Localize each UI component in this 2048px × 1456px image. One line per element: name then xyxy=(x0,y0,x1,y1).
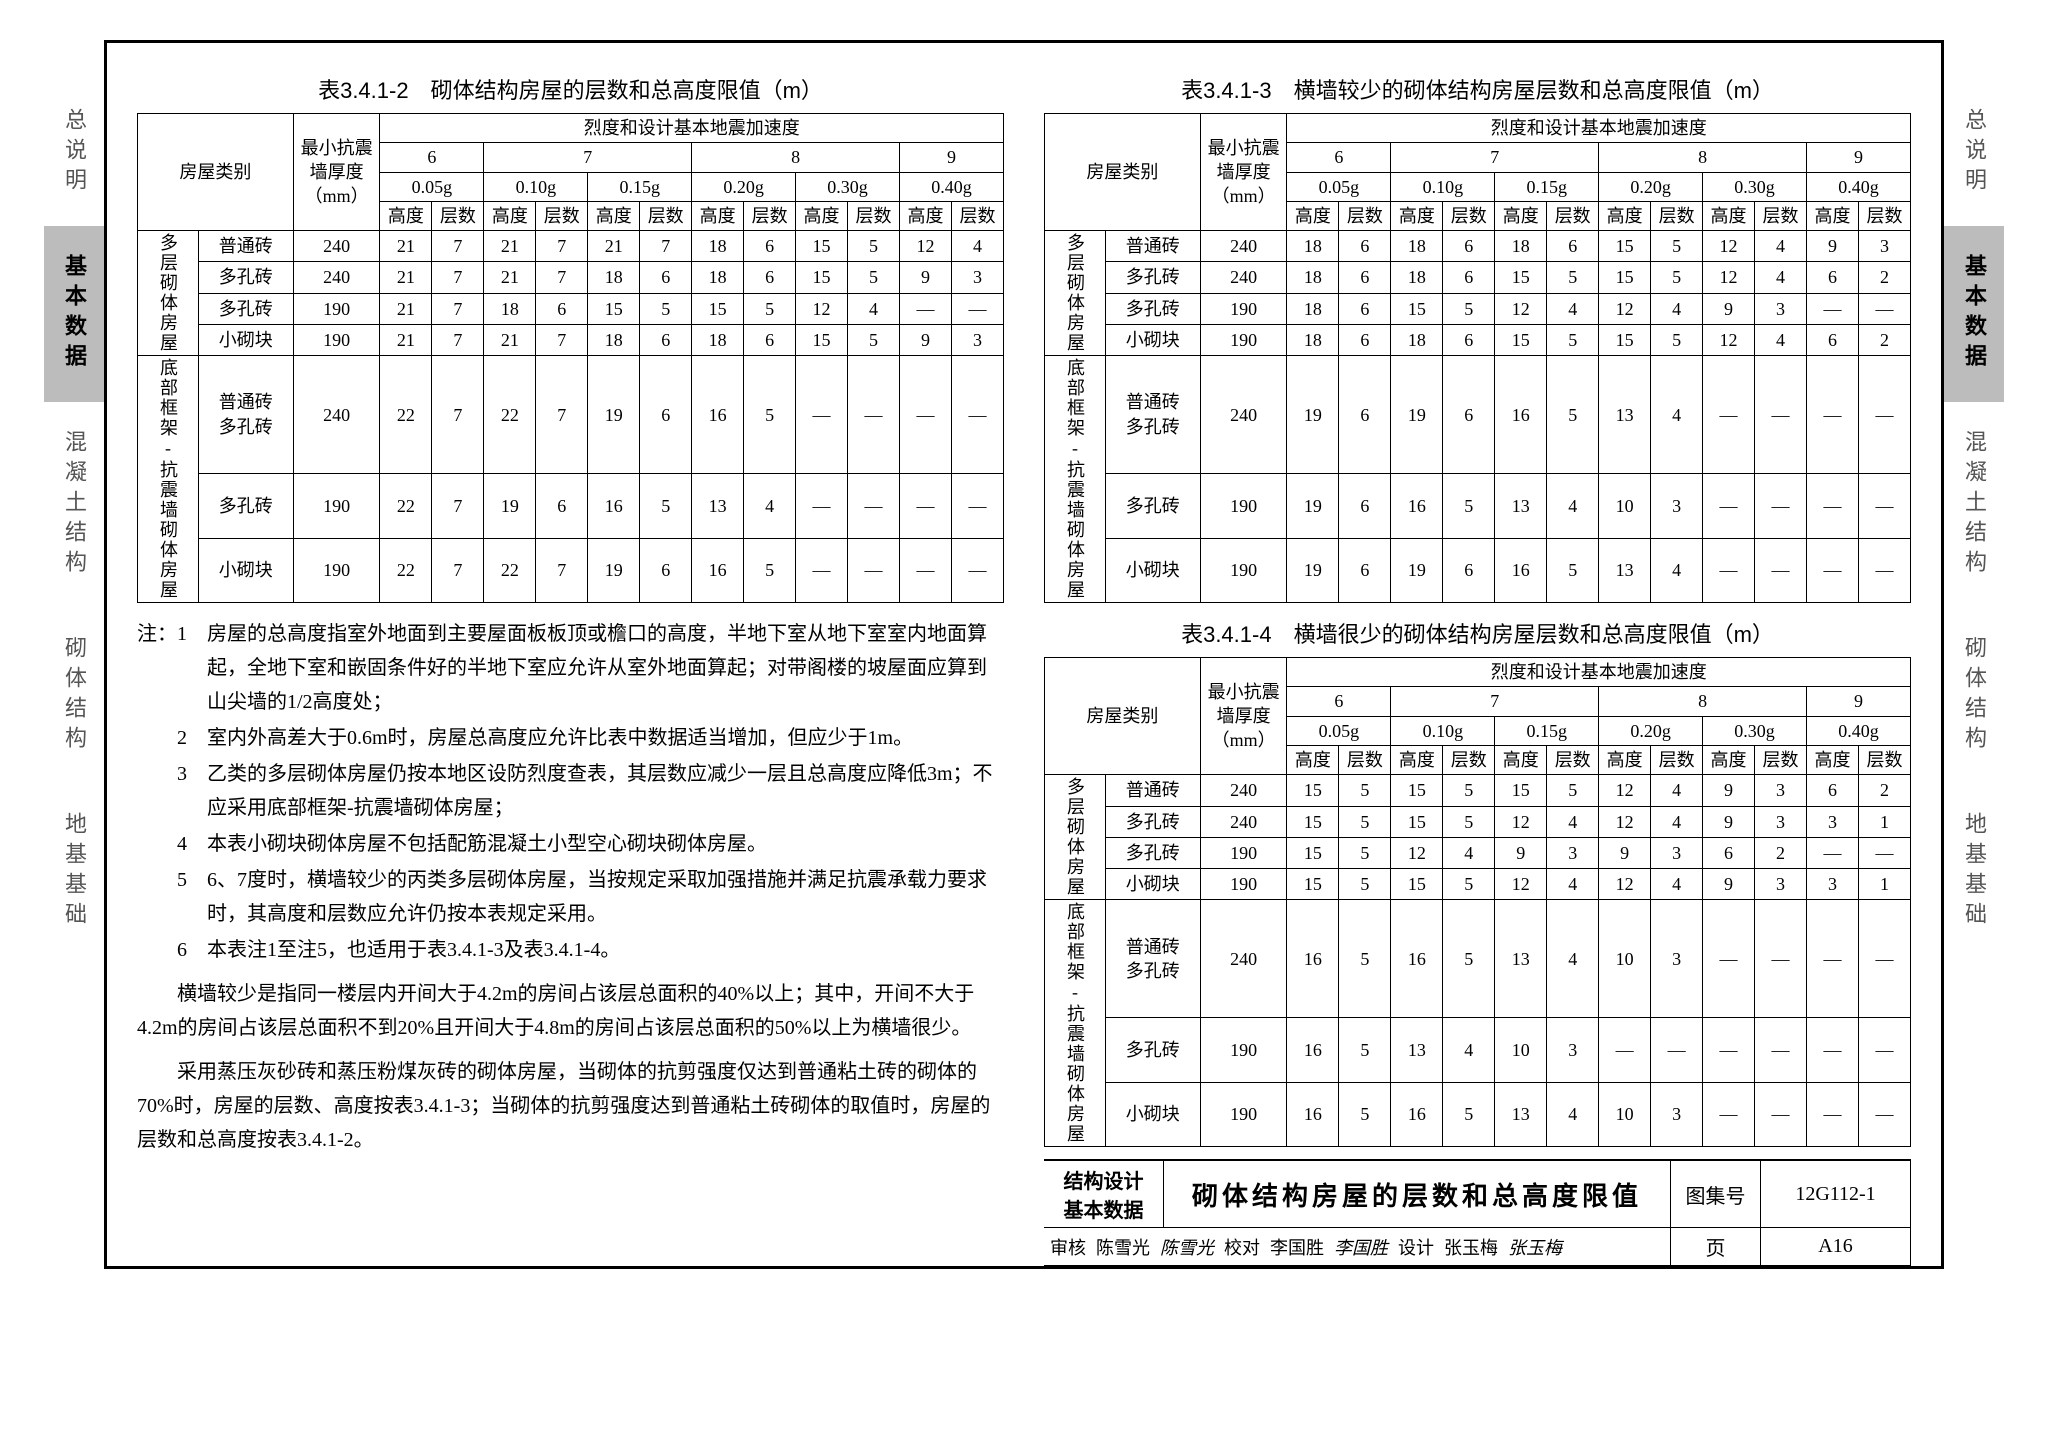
note-line: 6 本表注1至注5，也适用于表3.4.1-3及表3.4.1-4。 xyxy=(137,933,1004,967)
limits-table: 房屋类别最小抗震墙厚度（mm）烈度和设计基本地震加速度67890.05g0.10… xyxy=(137,113,1004,603)
note-paragraph: 采用蒸压灰砂砖和蒸压粉煤灰砖的砌体房屋，当砌体的抗剪强度仅达到普通粘土砖的砌体的… xyxy=(137,1055,1004,1157)
side-tab[interactable]: 地基基础 xyxy=(1944,784,2004,960)
drawing-sheet: 表3.4.1-2 砌体结构房屋的层数和总高度限值（m） 房屋类别最小抗震墙厚度（… xyxy=(104,40,1944,1269)
side-tab[interactable]: 总说明 xyxy=(44,80,104,226)
note-line: 5 6、7度时，横墙较少的丙类多层砌体房屋，当按规定采取加强措施并满足抗震承载力… xyxy=(137,863,1004,931)
side-tab[interactable]: 基本数据 xyxy=(44,226,104,402)
note-line: 2 室内外高差大于0.6m时，房屋总高度应允许比表中数据适当增加，但应少于1m。 xyxy=(137,721,1004,755)
note-line: 4 本表小砌块砌体房屋不包括配筋混凝土小型空心砌块砌体房屋。 xyxy=(137,827,1004,861)
side-tab[interactable]: 混凝土结构 xyxy=(1944,402,2004,608)
tb-series: 12G112-1 xyxy=(1761,1161,1911,1228)
note-line: 3 乙类的多层砌体房屋仍按本地区设防烈度查表，其层数应减少一层且总高度应降低3m… xyxy=(137,757,1004,825)
limits-table: 房屋类别最小抗震墙厚度（mm）烈度和设计基本地震加速度67890.05g0.10… xyxy=(1044,113,1911,603)
side-tab[interactable]: 总说明 xyxy=(1944,80,2004,226)
note-paragraph: 横墙较少是指同一楼层内开间大于4.2m的房间占该层总面积的40%以上；其中，开间… xyxy=(137,977,1004,1045)
side-tab[interactable]: 地基基础 xyxy=(44,784,104,960)
table4-title: 表3.4.1-4 横墙很少的砌体结构房屋层数和总高度限值（m） xyxy=(1044,617,1911,649)
tb-series-lbl: 图集号 xyxy=(1671,1161,1761,1228)
limits-table: 房屋类别最小抗震墙厚度（mm）烈度和设计基本地震加速度67890.05g0.10… xyxy=(1044,657,1911,1147)
tb-sig-row: 审核 陈雪光 陈雪光 校对 李国胜 李国胜 设计 张玉梅 张玉梅 xyxy=(1044,1228,1671,1266)
side-tab[interactable]: 砌体结构 xyxy=(44,608,104,784)
table2-title: 表3.4.1-2 砌体结构房屋的层数和总高度限值（m） xyxy=(137,73,1004,105)
title-block: 结构设计 基本数据 砌体结构房屋的层数和总高度限值 图集号 12G112-1 审… xyxy=(1044,1159,1911,1266)
notes: 注：1 房屋的总高度指室外地面到主要屋面板板顶或檐口的高度，半地下室从地下室室内… xyxy=(137,617,1004,1157)
tb-design: 结构设计 基本数据 xyxy=(1044,1161,1164,1228)
note-line: 注：1 房屋的总高度指室外地面到主要屋面板板顶或檐口的高度，半地下室从地下室室内… xyxy=(137,617,1004,719)
side-tab[interactable]: 砌体结构 xyxy=(1944,608,2004,784)
side-tabs-left: 总说明基本数据混凝土结构砌体结构地基基础 xyxy=(44,80,104,960)
table3-title: 表3.4.1-3 横墙较少的砌体结构房屋层数和总高度限值（m） xyxy=(1044,73,1911,105)
tb-main: 砌体结构房屋的层数和总高度限值 xyxy=(1164,1161,1671,1228)
tb-page-lbl: 页 xyxy=(1671,1228,1761,1266)
tb-page: A16 xyxy=(1761,1228,1911,1266)
side-tabs-right: 总说明基本数据混凝土结构砌体结构地基基础 xyxy=(1944,80,2004,960)
side-tab[interactable]: 基本数据 xyxy=(1944,226,2004,402)
side-tab[interactable]: 混凝土结构 xyxy=(44,402,104,608)
